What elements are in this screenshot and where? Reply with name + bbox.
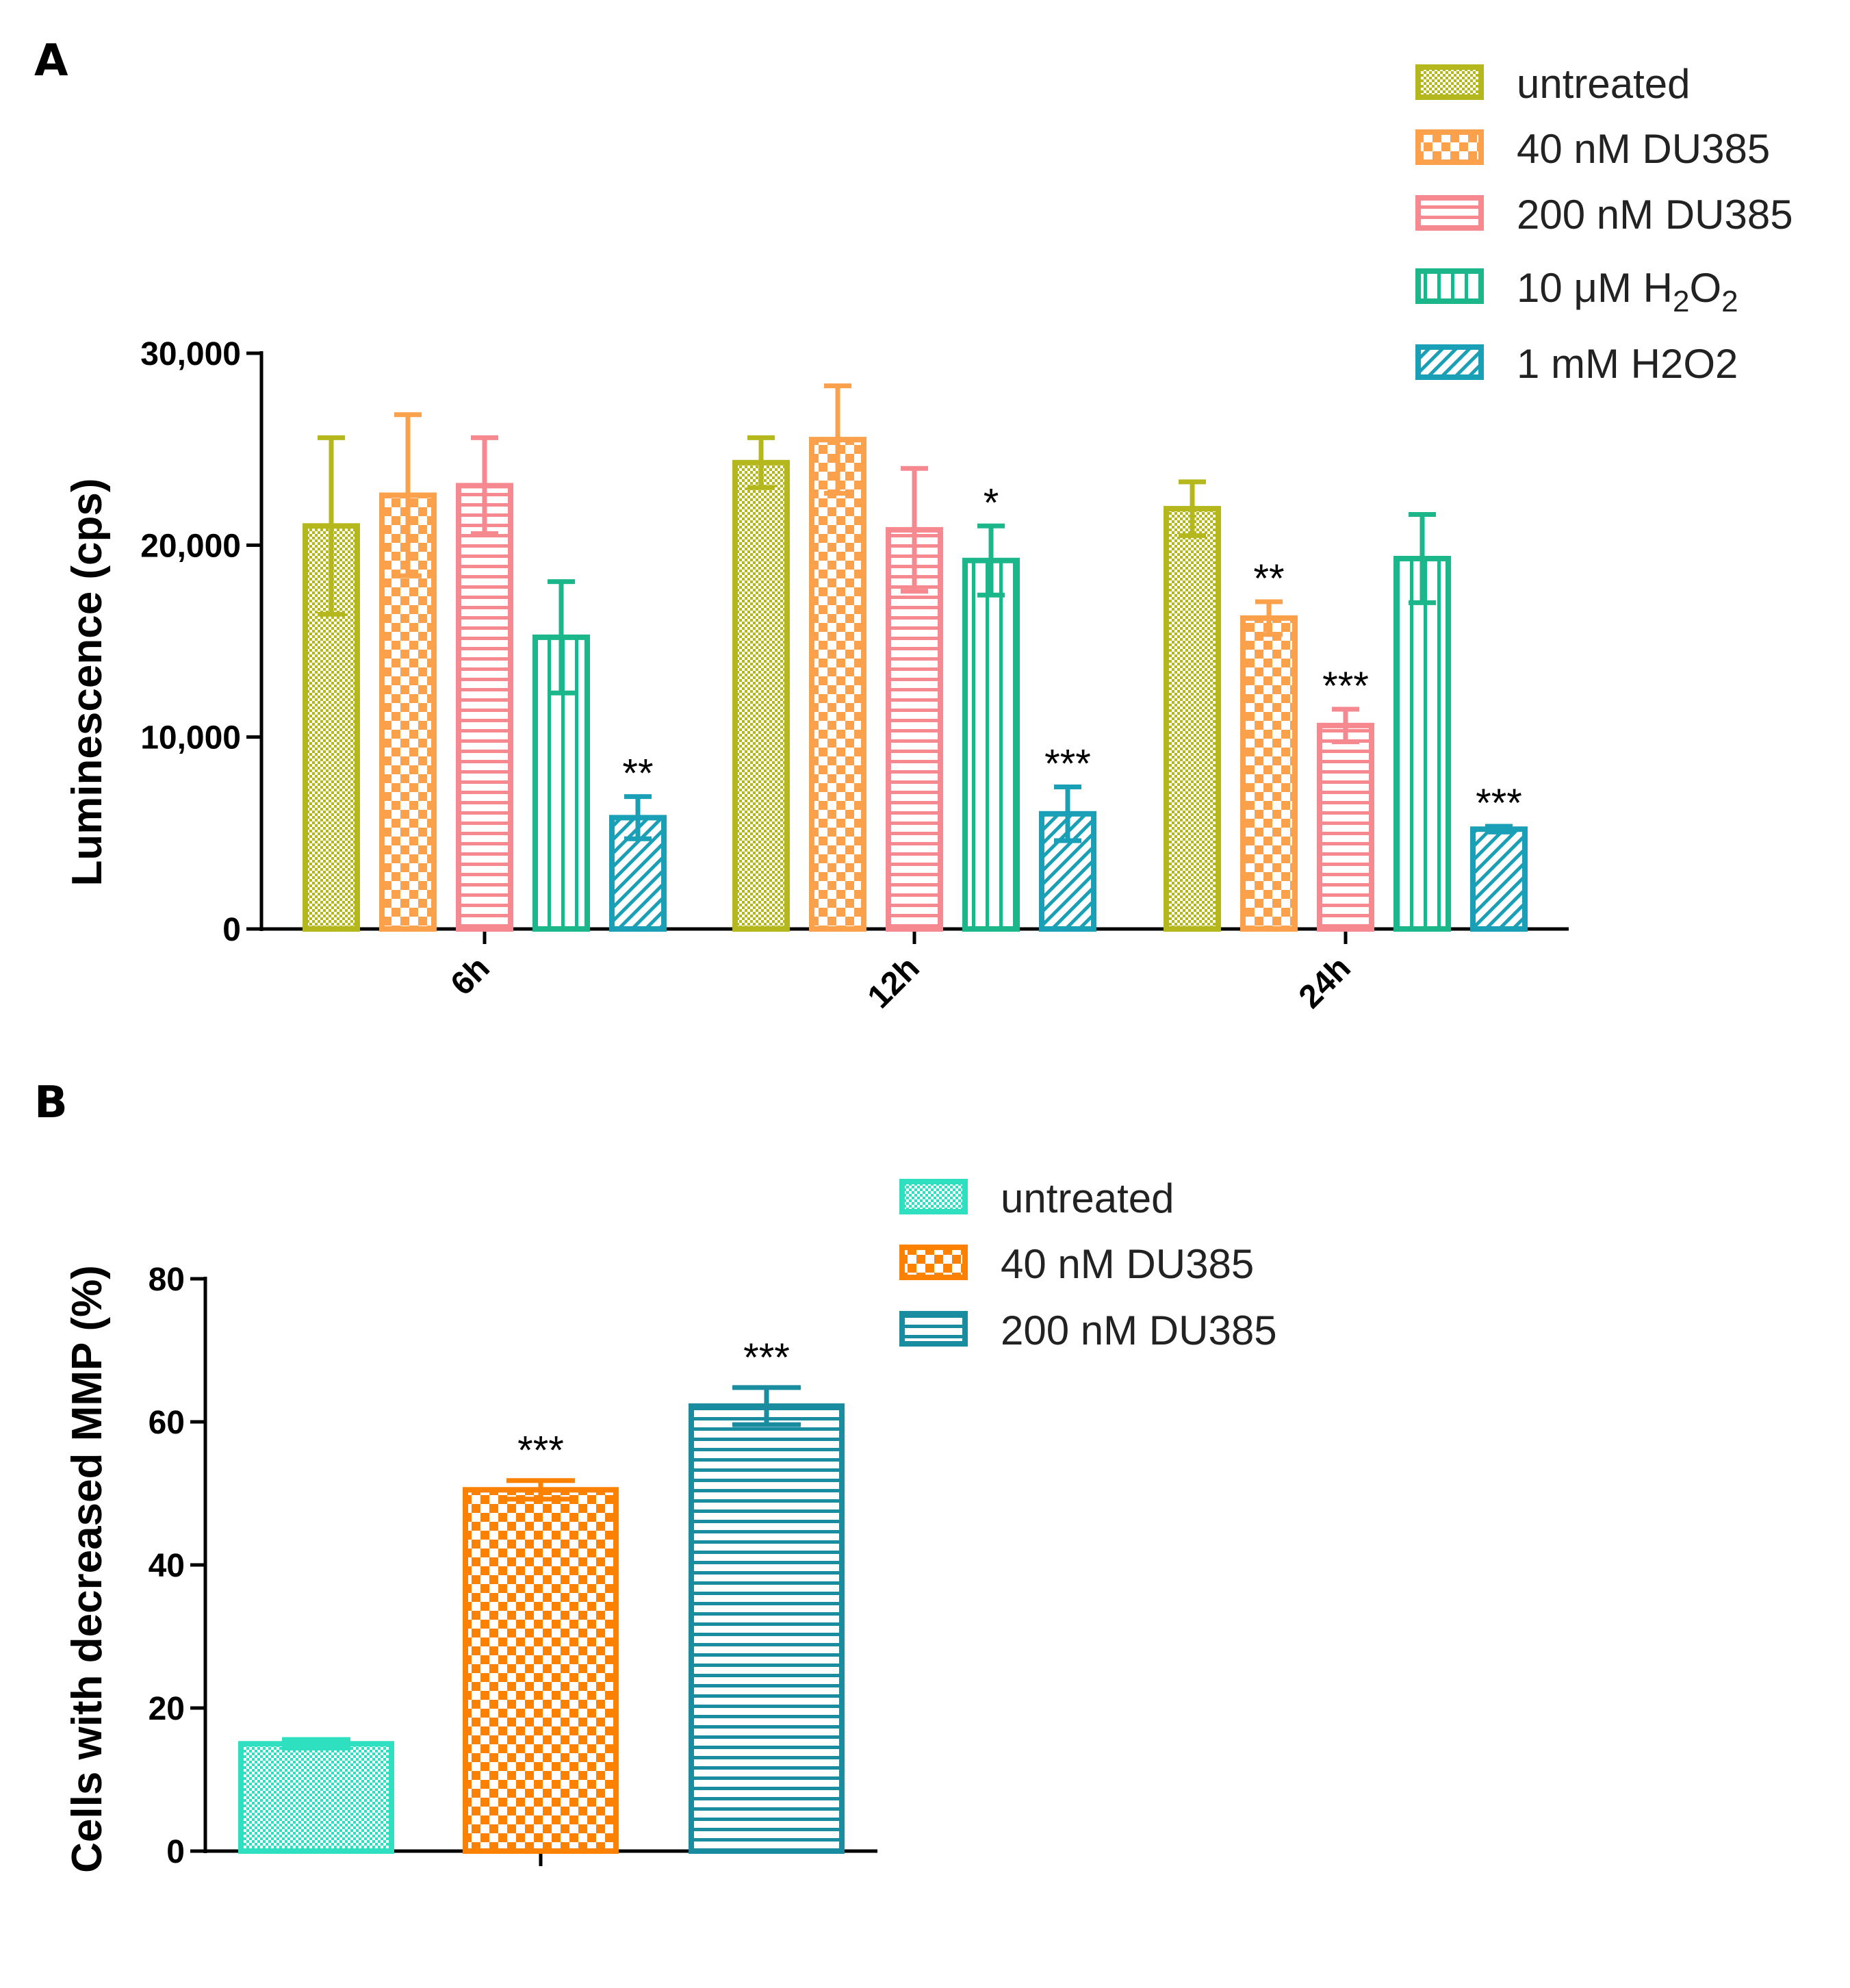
panel-a-y-tick-label: 20,000 bbox=[140, 528, 241, 564]
error-bar-24h-untreated bbox=[1179, 479, 1206, 538]
panel-a-x-tick-label: 24h bbox=[1292, 950, 1358, 1015]
panel-b-axes: 0 20 40 60 80 Cells with decreased MMP (%) bbox=[64, 1262, 877, 1873]
legend-swatch-untreated bbox=[899, 1179, 968, 1214]
legend-swatch-untreated bbox=[1415, 64, 1484, 100]
bar-6h-200-nm-du385 bbox=[456, 483, 513, 932]
bar-24h-40-nm-du385 bbox=[1240, 615, 1298, 932]
error-bar-6h-untreated bbox=[318, 435, 345, 617]
error-bar-12h-1-mm-h2o2 bbox=[1054, 785, 1081, 843]
panel-b-legend: untreated 40 nM DU385 200 nM DU385 bbox=[899, 1175, 1277, 1353]
panel-a-y-tick-label: 0 bbox=[222, 912, 241, 948]
error-bar-6h-1-mm-h2o2 bbox=[624, 794, 652, 841]
legend-label-untreated: untreated bbox=[1001, 1175, 1174, 1221]
panel-b-y-tick-label: 60 bbox=[149, 1405, 185, 1441]
bar-12h-10-m-h2o2 bbox=[962, 557, 1020, 932]
legend-label-40-nm-du385: 40 nM DU385 bbox=[1517, 126, 1770, 172]
bar-6h-untreated bbox=[303, 523, 360, 932]
panel-a-y-tick-label: 10,000 bbox=[140, 720, 241, 756]
bar-12h-40-nm-du385 bbox=[809, 437, 866, 932]
legend-swatch-200-nm-du385 bbox=[899, 1311, 968, 1347]
bar-24h-1-mm-h2o2 bbox=[1470, 826, 1528, 932]
error-bar-6h-40-nm-du385 bbox=[394, 412, 422, 578]
error-bar-200-nm-du385 bbox=[732, 1385, 801, 1427]
panel-b-y-tick-label: 0 bbox=[166, 1834, 185, 1870]
error-bar-12h-40-nm-du385 bbox=[824, 383, 851, 496]
error-bar-6h-10-m-h2o2 bbox=[548, 579, 575, 696]
error-bar-24h-1-mm-h2o2 bbox=[1485, 824, 1513, 834]
error-bar-24h-40-nm-du385 bbox=[1255, 599, 1283, 637]
legend-label-10-m-h2o2: 10 μM H2O2 bbox=[1517, 265, 1738, 318]
significance-label: *** bbox=[517, 1429, 564, 1473]
significance-label: ** bbox=[1253, 557, 1284, 601]
significance-label: ** bbox=[622, 752, 653, 796]
bar-200-nm-du385 bbox=[689, 1403, 845, 1854]
panel-a-letter: A bbox=[34, 36, 68, 86]
error-bar-24h-10-m-h2o2 bbox=[1409, 511, 1436, 605]
legend-label-untreated: untreated bbox=[1517, 61, 1691, 107]
legend-swatch-1-mm-h2o2 bbox=[1415, 344, 1484, 380]
significance-label: *** bbox=[1044, 742, 1091, 787]
significance-label: *** bbox=[1322, 664, 1369, 709]
legend-label-200-nm-du385: 200 nM DU385 bbox=[1517, 192, 1793, 238]
legend-swatch-40-nm-du385 bbox=[899, 1245, 968, 1280]
bar-24h-200-nm-du385 bbox=[1317, 722, 1374, 932]
panel-b-y-title: Cells with decreased MMP (%) bbox=[64, 1265, 111, 1873]
panel-a-bars: ******** ****** bbox=[303, 383, 1528, 932]
error-bar-24h-200-nm-du385 bbox=[1332, 706, 1359, 745]
significance-label: *** bbox=[1476, 781, 1522, 826]
legend-swatch-10-m-h2o2 bbox=[1415, 268, 1484, 304]
panel-b-letter: B bbox=[34, 1078, 68, 1128]
panel-a-legend: untreated 40 nM DU385 200 nM DU385 10 μM H2… bbox=[1415, 61, 1793, 387]
panel-b-y-tick-label: 80 bbox=[149, 1262, 185, 1298]
bar-untreated bbox=[238, 1741, 394, 1854]
bar-12h-untreated bbox=[732, 459, 790, 932]
legend-label-40-nm-du385: 40 nM DU385 bbox=[1001, 1241, 1254, 1287]
error-bar-untreated bbox=[282, 1737, 350, 1751]
panel-b-bars: *** *** bbox=[238, 1336, 845, 1854]
panel-a-y-tick-label: 30,000 bbox=[140, 336, 241, 372]
legend-label-200-nm-du385: 200 nM DU385 bbox=[1001, 1308, 1277, 1353]
bar-12h-200-nm-du385 bbox=[886, 526, 943, 932]
legend-label-1-mm-h2o2: 1 mM H2O2 bbox=[1517, 341, 1738, 387]
panel-b-y-tick-label: 20 bbox=[149, 1691, 185, 1727]
panel-a-x-tick-label: 12h bbox=[861, 950, 927, 1015]
error-bar-12h-200-nm-du385 bbox=[901, 466, 928, 594]
panel-a-x-tick-label: 6h bbox=[444, 950, 497, 1002]
bar-24h-untreated bbox=[1164, 506, 1221, 932]
panel-a-y-title: Luminescence (cps) bbox=[64, 478, 111, 886]
bar-40-nm-du385 bbox=[463, 1487, 619, 1854]
panel-b-bar-chart: B 0 20 40 60 80 Cells with decreased MMP (%) *… bbox=[34, 1078, 1277, 1873]
bar-24h-10-m-h2o2 bbox=[1393, 555, 1451, 932]
error-bar-6h-200-nm-du385 bbox=[471, 435, 498, 537]
legend-swatch-200-nm-du385 bbox=[1415, 195, 1484, 231]
error-bar-12h-10-m-h2o2 bbox=[977, 523, 1005, 598]
error-bar-40-nm-du385 bbox=[506, 1478, 575, 1502]
significance-label: *** bbox=[743, 1336, 790, 1380]
legend-swatch-40-nm-du385 bbox=[1415, 129, 1484, 165]
error-bar-12h-untreated bbox=[747, 435, 775, 490]
significance-label: * bbox=[984, 481, 999, 525]
panel-b-y-tick-label: 40 bbox=[149, 1548, 185, 1584]
panel-a-bar-chart: A 0 10,000 20,000 30,000 Luminescence (cps) 6… bbox=[34, 36, 1793, 1015]
